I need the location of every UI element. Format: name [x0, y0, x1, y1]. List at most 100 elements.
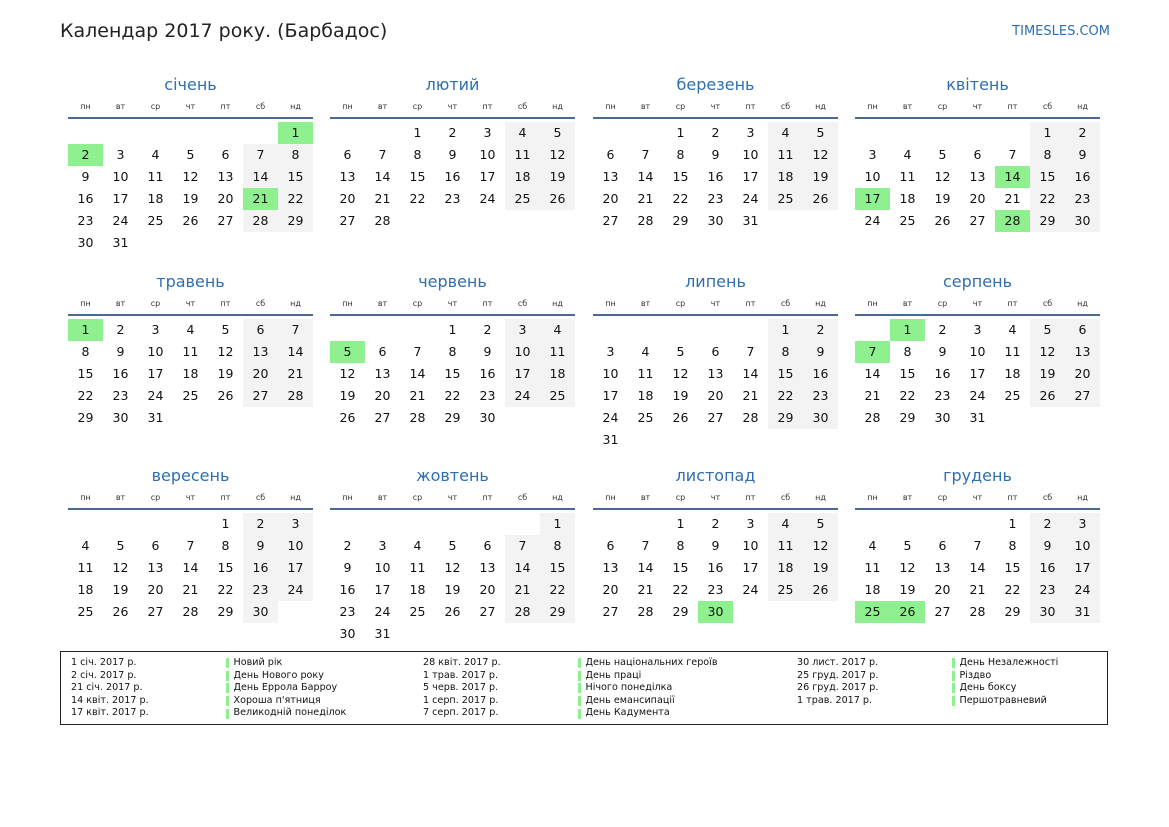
- weekday-label: ср: [675, 493, 686, 502]
- day-cell: 24: [505, 385, 540, 407]
- day-cell: 14: [742, 366, 759, 381]
- day-cell: 23: [77, 213, 94, 228]
- day-cell: 26: [672, 410, 689, 425]
- day-cell: 27: [1065, 385, 1100, 407]
- month-name: лютий: [425, 75, 480, 94]
- day-cell: 11: [768, 535, 803, 557]
- day-cell: 15: [672, 169, 689, 184]
- day-cell: 20: [934, 582, 951, 597]
- holiday-marker: [226, 670, 229, 681]
- day-cell: 21: [182, 582, 199, 597]
- day-cell: 14: [243, 166, 278, 188]
- day-cell: 1: [1030, 122, 1065, 144]
- weekday-label: сб: [255, 299, 266, 308]
- day-grid: 1 2 3 4 5 6 7 8 9 10 11 12 13 14 15 16 17 18 19 20 21 22 23 24 2…: [330, 513, 575, 645]
- day-cell: 3: [378, 538, 387, 553]
- holiday-date: 7 серп. 2017 р.: [423, 707, 499, 719]
- day-cell: 27: [602, 604, 619, 619]
- holiday-marker: [578, 658, 581, 669]
- day-cell: 7: [641, 147, 650, 162]
- weekday-label: нд: [290, 493, 301, 502]
- day-cell: 22: [672, 191, 689, 206]
- day-cell: 7: [243, 144, 278, 166]
- holiday-date: 28 квіт. 2017 р.: [423, 657, 501, 668]
- day-cell: 16: [444, 169, 461, 184]
- day-cell: 22: [672, 582, 689, 597]
- day-cell: 26: [540, 188, 575, 210]
- day-cell: 5: [186, 147, 195, 162]
- weekday-label: нд: [290, 299, 301, 308]
- day-cell: 5: [221, 322, 230, 337]
- day-cell: 26: [182, 213, 199, 228]
- day-cell: 17: [278, 557, 313, 579]
- day-cell: 18: [147, 191, 164, 206]
- holiday-marker: [578, 696, 581, 707]
- weekday-label: чт: [447, 102, 458, 111]
- month-name: листопад: [675, 466, 756, 485]
- holiday-marker: [226, 658, 229, 669]
- day-cell: 31: [742, 213, 759, 228]
- weekday-label: ср: [937, 493, 948, 502]
- weekday-header: пн вт ср чт пт сб нд: [330, 490, 575, 506]
- weekday-label: ср: [412, 102, 423, 111]
- holiday-day-cell: 1: [68, 319, 103, 341]
- day-cell: 25: [899, 213, 916, 228]
- holiday-name: Великодній понеділок: [233, 707, 347, 719]
- day-cell: 19: [1030, 363, 1065, 385]
- legend-column: 30 лист. 2017 р. День Незалежності 25 груд…: [797, 657, 1058, 707]
- weekday-label: пн: [605, 102, 616, 111]
- month-block: червень пн вт ср чт пт сб нд 1 2 3 4 5 6 7 8 9 10 11 12 13 14…: [330, 270, 575, 429]
- day-cell: 20: [707, 388, 724, 403]
- day-cell: 21: [637, 191, 654, 206]
- day-cell: 22: [899, 388, 916, 403]
- day-cell: 2: [1030, 513, 1065, 535]
- holiday-marker: [952, 683, 955, 694]
- day-cell: 22: [1030, 188, 1065, 210]
- holiday-date: 17 квіт. 2017 р.: [71, 707, 149, 719]
- day-cell: 10: [602, 366, 619, 381]
- holiday-name: День боксу: [959, 682, 1017, 694]
- weekday-header: пн вт ср чт пт сб нд: [593, 490, 838, 506]
- weekday-label: чт: [185, 102, 196, 111]
- day-cell: 28: [409, 410, 426, 425]
- legend-row: 14 квіт. 2017 р. Хороша п'ятниця: [71, 695, 346, 708]
- day-cell: 26: [444, 604, 461, 619]
- day-cell: 22: [768, 385, 803, 407]
- day-cell: 8: [768, 341, 803, 363]
- day-cell: 2: [448, 125, 457, 140]
- day-cell: 31: [1065, 601, 1100, 623]
- day-cell: 16: [1065, 166, 1100, 188]
- month-name: березень: [676, 75, 755, 94]
- day-cell: 12: [339, 366, 356, 381]
- day-cell: 15: [444, 366, 461, 381]
- day-cell: 20: [479, 582, 496, 597]
- weekday-label: пн: [342, 299, 353, 308]
- day-cell: 9: [803, 341, 838, 363]
- weekday-label: пт: [1007, 102, 1018, 111]
- day-cell: 26: [112, 604, 129, 619]
- day-cell: 24: [147, 388, 164, 403]
- weekday-header: пн вт ср чт пт сб нд: [68, 296, 313, 312]
- day-cell: 11: [637, 366, 654, 381]
- day-cell: 20: [602, 582, 619, 597]
- holiday-marker: [226, 696, 229, 707]
- day-grid: 1 2 3 4 5 6 7 8 9 10 11 12 13 14 15 16 17 18 19 20 21 22 23 24 2…: [330, 319, 575, 429]
- day-cell: 25: [409, 604, 426, 619]
- legend-row: 25 груд. 2017 р. Різдво: [797, 670, 1058, 683]
- weekday-label: пн: [342, 493, 353, 502]
- day-cell: 27: [479, 604, 496, 619]
- holiday-day-cell: 5: [330, 341, 365, 363]
- day-cell: 10: [742, 147, 759, 162]
- weekday-header: пн вт ср чт пт сб нд: [593, 296, 838, 312]
- day-cell: 4: [151, 147, 160, 162]
- day-cell: 9: [483, 344, 492, 359]
- day-cell: 23: [707, 582, 724, 597]
- day-cell: 7: [641, 538, 650, 553]
- site-link[interactable]: TIMESLES.COM: [1012, 24, 1110, 39]
- day-cell: 22: [444, 388, 461, 403]
- day-cell: 2: [803, 319, 838, 341]
- day-cell: 21: [1004, 191, 1021, 206]
- month-name: червень: [418, 272, 487, 291]
- day-cell: 6: [606, 538, 615, 553]
- day-cell: 2: [711, 516, 720, 531]
